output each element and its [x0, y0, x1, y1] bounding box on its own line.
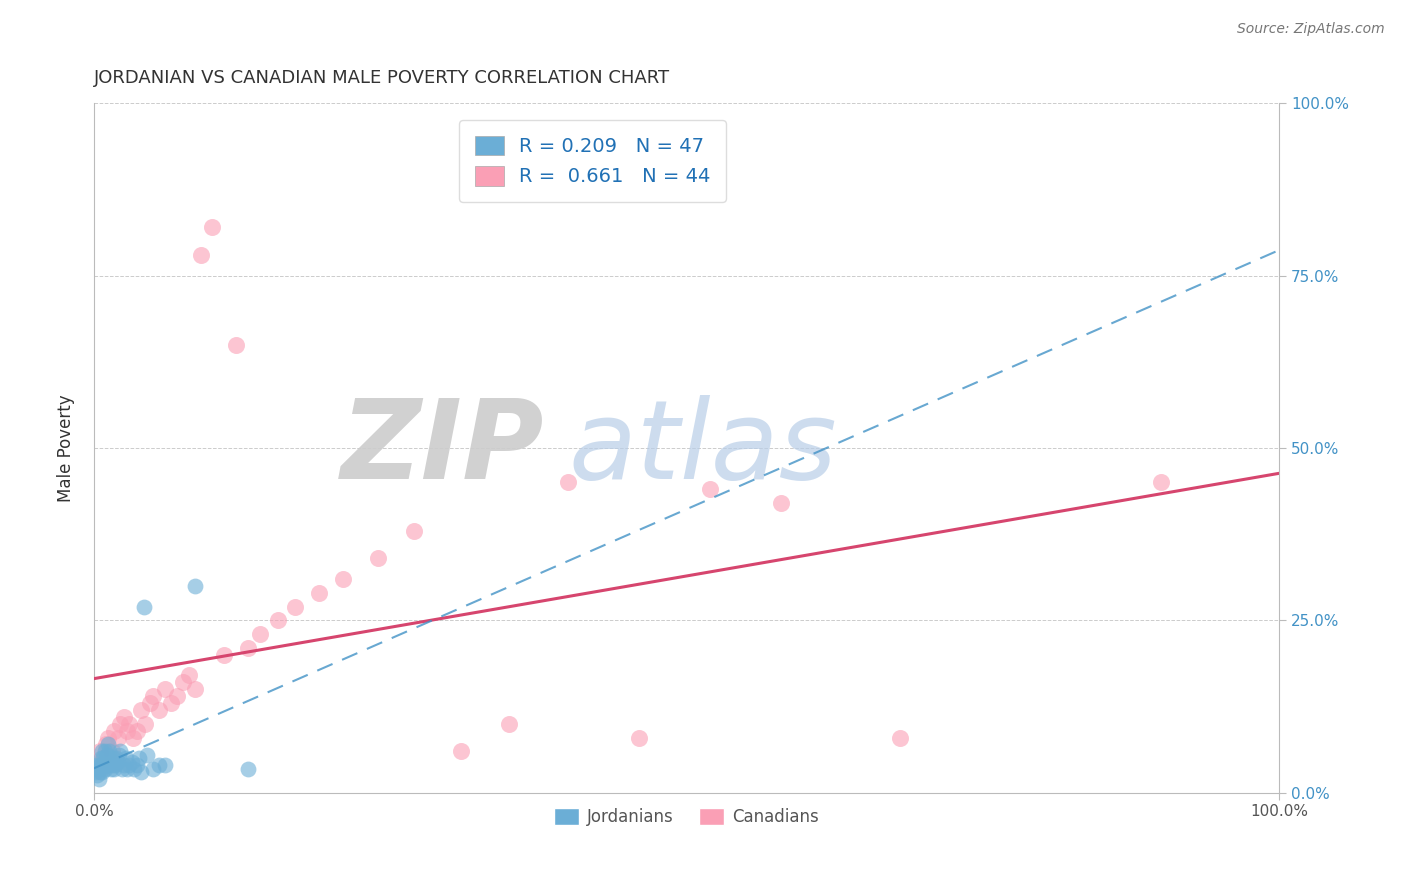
Point — [89, 764, 111, 779]
Point — [108, 747, 131, 762]
Point — [90, 758, 112, 772]
Point — [160, 696, 183, 710]
Point — [97, 758, 120, 772]
Point — [214, 648, 236, 662]
Point — [108, 716, 131, 731]
Point — [112, 710, 135, 724]
Legend: Jordanians, Canadians: Jordanians, Canadians — [547, 801, 825, 832]
Point — [132, 599, 155, 614]
Point — [122, 762, 145, 776]
Point — [125, 723, 148, 738]
Text: JORDANIAN VS CANADIAN MALE POVERTY CORRELATION CHART: JORDANIAN VS CANADIAN MALE POVERTY CORRE… — [94, 69, 671, 87]
Point — [103, 723, 125, 738]
Point — [128, 751, 150, 765]
Point — [201, 220, 224, 235]
Point — [118, 758, 141, 772]
Point — [118, 716, 141, 731]
Point — [97, 731, 120, 745]
Point — [266, 613, 288, 627]
Point — [121, 755, 143, 769]
Point — [87, 762, 110, 776]
Point — [136, 747, 159, 762]
Point — [153, 758, 176, 772]
Point — [498, 716, 520, 731]
Point — [183, 682, 205, 697]
Point — [284, 599, 307, 614]
Point — [96, 747, 118, 762]
Point — [100, 744, 122, 758]
Point — [84, 764, 107, 779]
Point — [97, 738, 120, 752]
Point — [628, 731, 651, 745]
Point — [450, 744, 472, 758]
Point — [889, 731, 911, 745]
Point — [94, 758, 117, 772]
Point — [108, 744, 131, 758]
Point — [142, 689, 165, 703]
Point — [183, 579, 205, 593]
Point — [172, 675, 194, 690]
Point — [236, 762, 259, 776]
Point — [770, 496, 793, 510]
Text: ZIP: ZIP — [340, 394, 544, 501]
Point — [100, 762, 122, 776]
Point — [402, 524, 425, 538]
Point — [100, 758, 122, 772]
Point — [115, 762, 138, 776]
Point — [98, 744, 121, 758]
Point — [367, 551, 389, 566]
Point — [93, 758, 115, 772]
Point — [122, 731, 145, 745]
Point — [90, 751, 112, 765]
Point — [86, 768, 108, 782]
Y-axis label: Male Poverty: Male Poverty — [58, 394, 75, 502]
Point — [101, 751, 124, 765]
Point — [93, 744, 115, 758]
Point — [134, 716, 156, 731]
Point — [93, 751, 115, 765]
Point — [91, 744, 114, 758]
Point — [115, 723, 138, 738]
Point — [236, 640, 259, 655]
Point — [104, 758, 127, 772]
Point — [166, 689, 188, 703]
Point — [87, 772, 110, 786]
Point — [89, 744, 111, 758]
Point — [1149, 475, 1171, 490]
Point — [699, 483, 721, 497]
Point — [115, 751, 138, 765]
Point — [103, 762, 125, 776]
Point — [93, 751, 115, 765]
Point — [105, 751, 128, 765]
Point — [138, 696, 160, 710]
Point — [177, 668, 200, 682]
Text: atlas: atlas — [568, 394, 837, 501]
Point — [112, 758, 135, 772]
Point — [86, 758, 108, 772]
Point — [91, 764, 114, 779]
Point — [190, 248, 212, 262]
Point — [111, 762, 134, 776]
Point — [107, 755, 129, 769]
Point — [557, 475, 579, 490]
Point — [332, 572, 354, 586]
Point — [125, 758, 148, 772]
Point — [142, 762, 165, 776]
Point — [131, 703, 153, 717]
Text: Source: ZipAtlas.com: Source: ZipAtlas.com — [1237, 22, 1385, 37]
Point — [148, 703, 170, 717]
Point — [131, 764, 153, 779]
Point — [225, 337, 247, 351]
Point — [153, 682, 176, 697]
Point — [93, 762, 115, 776]
Point — [308, 586, 330, 600]
Point — [94, 751, 117, 765]
Point — [89, 758, 111, 772]
Point — [148, 758, 170, 772]
Point — [107, 731, 129, 745]
Point — [94, 738, 117, 752]
Point — [249, 627, 271, 641]
